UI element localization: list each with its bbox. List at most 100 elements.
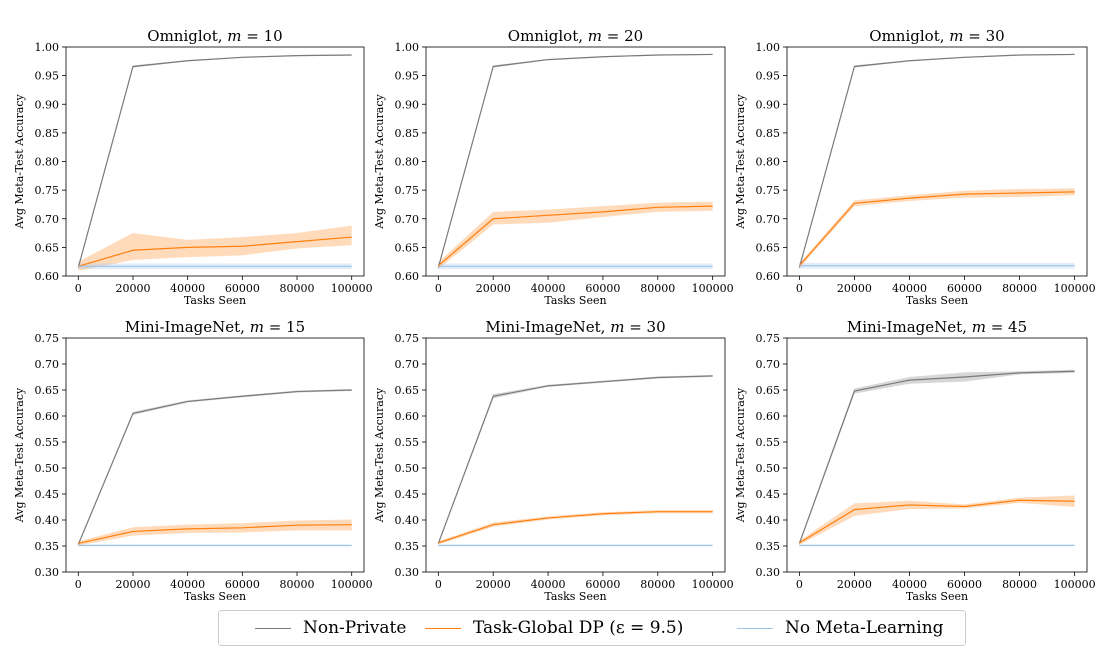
y-tick-label: 0.75 — [35, 184, 60, 197]
x-tick-label: 20000 — [476, 282, 511, 295]
x-tick-label: 80000 — [1002, 282, 1037, 295]
panel-title: Omniglot, m = 20 — [508, 27, 643, 45]
x-tick-label: 0 — [435, 578, 442, 591]
x-tick-label: 100000 — [331, 578, 373, 591]
x-tick-label: 0 — [796, 282, 803, 295]
y-tick-label: 0.55 — [756, 436, 781, 449]
band-non-private — [438, 374, 713, 545]
x-tick-label: 60000 — [585, 578, 620, 591]
y-tick-label: 0.75 — [395, 184, 420, 197]
series-line-non-private — [77, 389, 352, 545]
y-tick-label: 0.60 — [35, 270, 60, 283]
y-tick-label: 0.30 — [395, 566, 420, 579]
series-line-non-private — [77, 54, 352, 268]
y-tick-label: 0.30 — [35, 566, 60, 579]
legend-label-task-global-dp: Task-Global DP (ε = 9.5) — [473, 618, 684, 638]
y-tick-label: 0.55 — [395, 436, 420, 449]
y-tick-label: 0.55 — [35, 436, 60, 449]
y-axis-label: Avg Meta-Test Accuracy — [13, 94, 26, 230]
y-tick-label: 0.75 — [35, 332, 60, 345]
y-tick-label: 0.65 — [756, 241, 781, 254]
x-tick-label: 100000 — [1054, 282, 1096, 295]
x-tick-label: 60000 — [225, 282, 260, 295]
x-axis-label: Tasks Seen — [906, 294, 968, 307]
x-axis-label: Tasks Seen — [544, 590, 606, 603]
x-axis-label: Tasks Seen — [184, 590, 246, 603]
x-tick-label: 80000 — [640, 282, 675, 295]
x-tick-label: 100000 — [692, 282, 734, 295]
x-tick-label: 60000 — [225, 578, 260, 591]
y-tick-label: 0.60 — [756, 410, 781, 423]
y-tick-label: 0.80 — [395, 156, 420, 169]
x-tick-label: 0 — [796, 578, 803, 591]
y-tick-label: 0.75 — [756, 332, 781, 345]
y-axis-label: Avg Meta-Test Accuracy — [373, 94, 386, 230]
y-tick-label: 0.85 — [756, 127, 781, 140]
y-tick-label: 0.90 — [395, 98, 420, 111]
plot-frame — [786, 46, 1088, 277]
series-line-task-global-dp — [78, 236, 352, 267]
y-tick-label: 0.45 — [395, 488, 420, 501]
band-task-global-dp — [438, 201, 713, 270]
x-tick-label: 80000 — [1002, 578, 1037, 591]
x-tick-label: 40000 — [892, 282, 927, 295]
panel-title: Mini-ImageNet, m = 30 — [485, 318, 665, 336]
y-axis-label: Avg Meta-Test Accuracy — [734, 94, 747, 230]
y-tick-label: 0.95 — [35, 70, 60, 83]
y-tick-label: 0.70 — [756, 358, 781, 371]
y-tick-label: 0.85 — [395, 127, 420, 140]
legend-item-no-meta-learning: No Meta-Learning — [737, 611, 944, 645]
y-tick-label: 0.50 — [756, 462, 781, 475]
x-tick-label: 60000 — [585, 282, 620, 295]
legend-swatch-no-meta-learning — [737, 627, 773, 629]
legend: Non-Private Task-Global DP (ε = 9.5) No … — [218, 610, 966, 646]
y-axis-label: Avg Meta-Test Accuracy — [13, 387, 26, 523]
y-tick-label: 0.75 — [395, 332, 420, 345]
y-tick-label: 0.70 — [756, 213, 781, 226]
legend-label-no-meta-learning: No Meta-Learning — [785, 618, 944, 638]
y-tick-label: 0.65 — [35, 384, 60, 397]
y-tick-label: 0.65 — [35, 241, 60, 254]
series-line-task-global-dp — [799, 499, 1075, 544]
band-non-private — [438, 53, 713, 269]
x-tick-label: 80000 — [280, 282, 315, 295]
legend-swatch-task-global-dp — [425, 627, 461, 629]
y-tick-label: 0.60 — [756, 270, 781, 283]
y-tick-label: 1.00 — [35, 41, 60, 54]
series-line-non-private — [437, 53, 713, 268]
y-tick-label: 0.45 — [35, 488, 60, 501]
y-tick-label: 0.90 — [756, 98, 781, 111]
y-tick-label: 0.35 — [35, 540, 60, 553]
x-tick-label: 80000 — [640, 578, 675, 591]
x-tick-label: 100000 — [331, 282, 373, 295]
x-tick-label: 40000 — [170, 578, 205, 591]
band-task-global-dp — [799, 188, 1075, 268]
y-tick-label: 0.40 — [395, 514, 420, 527]
x-tick-label: 60000 — [947, 578, 982, 591]
x-tick-label: 20000 — [115, 578, 150, 591]
series-line-task-global-dp — [798, 191, 1075, 267]
chart-panel-1: 0 20000 40000 60000 80000 100000 0.60 0.65 0.70 0… — [13, 27, 373, 307]
chart-panel-3: 0 20000 40000 60000 80000 100000 0.60 0.65 0.70 0… — [734, 27, 1096, 307]
y-tick-label: 0.60 — [395, 410, 420, 423]
x-tick-label: 100000 — [692, 578, 734, 591]
x-tick-label: 0 — [75, 578, 82, 591]
x-tick-label: 40000 — [892, 578, 927, 591]
x-tick-label: 0 — [435, 282, 442, 295]
plot-frame — [65, 337, 365, 573]
y-tick-label: 0.35 — [395, 540, 420, 553]
series-line-non-private — [798, 370, 1075, 544]
x-axis-label: Tasks Seen — [184, 294, 246, 307]
y-tick-label: 0.65 — [395, 241, 420, 254]
y-tick-label: 0.95 — [395, 70, 420, 83]
y-tick-label: 0.75 — [756, 184, 781, 197]
legend-item-task-global-dp: Task-Global DP (ε = 9.5) — [425, 611, 683, 645]
y-tick-label: 0.65 — [395, 384, 420, 397]
y-tick-label: 0.80 — [756, 156, 781, 169]
x-tick-label: 40000 — [531, 578, 566, 591]
x-tick-label: 40000 — [170, 282, 205, 295]
x-tick-label: 60000 — [947, 282, 982, 295]
y-tick-label: 0.30 — [756, 566, 781, 579]
y-tick-label: 0.85 — [35, 127, 60, 140]
